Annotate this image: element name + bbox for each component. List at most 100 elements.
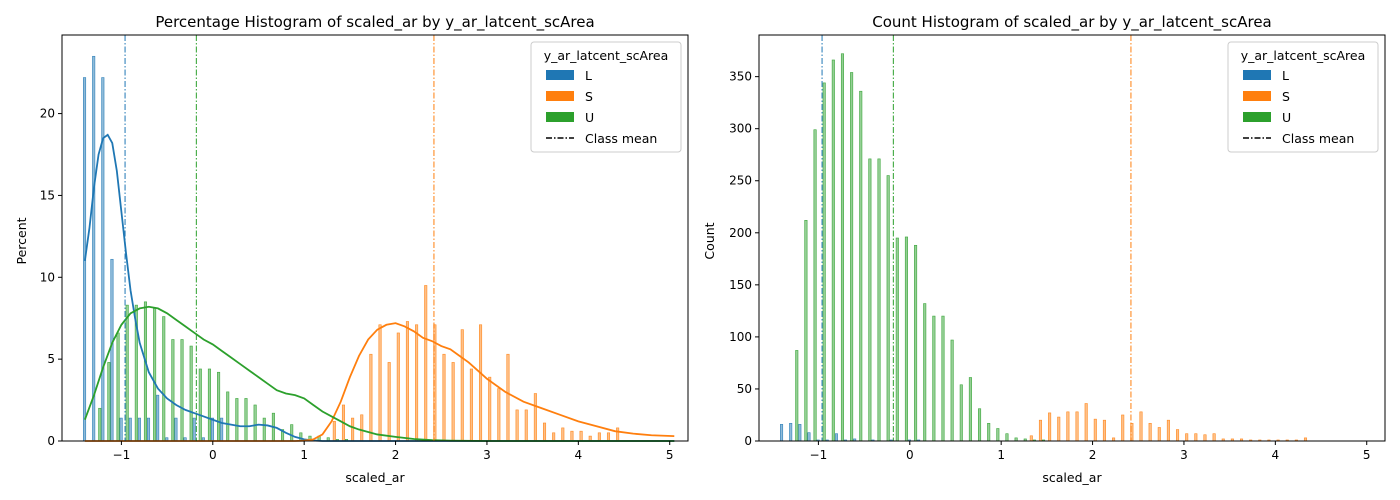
x-tick-label: 4: [575, 448, 583, 462]
legend-label-U: U: [585, 110, 594, 125]
histogram-bar-L: [156, 394, 160, 442]
legend-label-L: L: [585, 68, 592, 83]
histogram-bar-U: [978, 408, 982, 442]
histogram-bar-U: [850, 72, 854, 442]
x-tick-label: −1: [810, 448, 828, 462]
histogram-bar-S: [469, 368, 473, 442]
x-tick-label: 1: [997, 448, 1005, 462]
x-tick-label: 0: [906, 448, 914, 462]
kde-curve-U: [84, 305, 675, 442]
y-tick-label: 15: [40, 188, 55, 202]
histogram-bar-S: [1203, 434, 1207, 442]
histogram-bar-U: [125, 304, 129, 442]
histogram-bar-S: [442, 353, 446, 442]
histogram-bar-L: [834, 433, 838, 442]
histogram-bar-U: [143, 301, 147, 442]
histogram-bar-U: [189, 345, 193, 442]
x-tick-label: 0: [209, 448, 217, 462]
histogram-bar-S: [552, 432, 556, 442]
x-tick-label: 5: [666, 448, 674, 462]
legend-frame: [1227, 41, 1379, 153]
histogram-bar-L: [110, 258, 114, 442]
x-axis-label: scaled_ar: [1042, 470, 1102, 485]
histogram-bar-L: [220, 417, 224, 442]
histogram-bar-S: [1157, 427, 1161, 442]
histogram-bar-S: [488, 376, 492, 442]
histogram-bar-S: [506, 353, 510, 442]
y-axis-label: Count: [702, 222, 717, 259]
histogram-bar-U: [831, 59, 835, 442]
histogram-bar-U: [107, 362, 111, 442]
histogram-bar-S: [351, 417, 355, 442]
histogram-bar-S: [570, 430, 574, 442]
legend-label-U: U: [1282, 110, 1291, 125]
histogram-bar-L: [119, 417, 123, 442]
x-axis-label: scaled_ar: [345, 470, 405, 485]
y-tick-label: 20: [40, 107, 55, 121]
histogram-bar-L: [146, 417, 151, 442]
kde-curve-S: [84, 322, 675, 442]
histogram-bar-U: [253, 404, 257, 442]
y-tick-label: 250: [729, 174, 752, 188]
count-histogram-panel: Count Histogram of scaled_ar by y_ar_lat…: [702, 13, 1386, 485]
legend-label-S: S: [1282, 89, 1290, 104]
legend-title: y_ar_latcent_scArea: [1241, 48, 1366, 63]
legend: y_ar_latcent_scArea L S U Class mean: [1227, 41, 1379, 153]
y-tick-label: 200: [729, 226, 752, 240]
histogram-bar-U: [198, 368, 202, 442]
histogram-bar-S: [1102, 419, 1106, 442]
histogram-bar-L: [92, 55, 96, 442]
histogram-bar-U: [98, 407, 102, 442]
histogram-bar-S: [561, 427, 565, 442]
histogram-bar-S: [460, 329, 464, 442]
histogram-bar-U: [116, 332, 120, 442]
kde-curve-L: [83, 133, 675, 442]
histogram-bar-U: [207, 368, 211, 442]
y-tick-label: 5: [47, 352, 55, 366]
histogram-bar-S: [497, 388, 501, 442]
histogram-bar-S: [1075, 411, 1079, 442]
histogram-bar-U: [877, 158, 881, 442]
histogram-bar-S: [1176, 429, 1180, 442]
histogram-bar-S: [616, 427, 620, 442]
histogram-bar-L: [101, 77, 105, 442]
histogram-bar-S: [1057, 416, 1061, 442]
histogram-bar-S: [451, 362, 455, 442]
histogram-bar-S: [1066, 411, 1070, 442]
histogram-bar-L: [128, 417, 132, 442]
histogram-bar-L: [174, 417, 178, 442]
legend-swatch-S: [1243, 91, 1271, 101]
histogram-bar-S: [1093, 418, 1097, 442]
histogram-bar-S: [1148, 422, 1152, 442]
histogram-bar-U: [217, 371, 221, 442]
y-tick-label: 0: [744, 434, 752, 448]
histogram-bar-S: [597, 432, 601, 442]
legend-label-class-mean: Class mean: [1282, 131, 1354, 146]
histogram-bar-L: [137, 417, 141, 442]
x-tick-label: 4: [1272, 448, 1280, 462]
histogram-bar-S: [405, 321, 409, 442]
histogram-bar-S: [1194, 433, 1198, 442]
histogram-bar-U: [914, 244, 918, 442]
legend-swatch-U: [1243, 112, 1271, 122]
histogram-bar-S: [396, 332, 400, 442]
histogram-bar-S: [369, 353, 373, 442]
histogram-bar-L: [780, 424, 784, 442]
histogram-bar-S: [415, 324, 419, 442]
y-tick-label: 0: [47, 434, 55, 448]
histogram-bar-U: [813, 129, 817, 442]
x-tick-label: −1: [113, 448, 131, 462]
histogram-bar-L: [807, 432, 811, 442]
histogram-bar-L: [789, 422, 793, 442]
legend-label-L: L: [1282, 68, 1289, 83]
histogram-bar-U: [244, 398, 248, 442]
y-tick-label: 100: [729, 330, 752, 344]
y-tick-label: 350: [729, 70, 752, 84]
histogram-bar-S: [533, 393, 537, 442]
x-tick-label: 3: [483, 448, 491, 462]
histogram-bar-S: [579, 430, 583, 442]
chart-title: Count Histogram of scaled_ar by y_ar_lat…: [872, 13, 1272, 32]
y-tick-label: 10: [40, 270, 55, 284]
